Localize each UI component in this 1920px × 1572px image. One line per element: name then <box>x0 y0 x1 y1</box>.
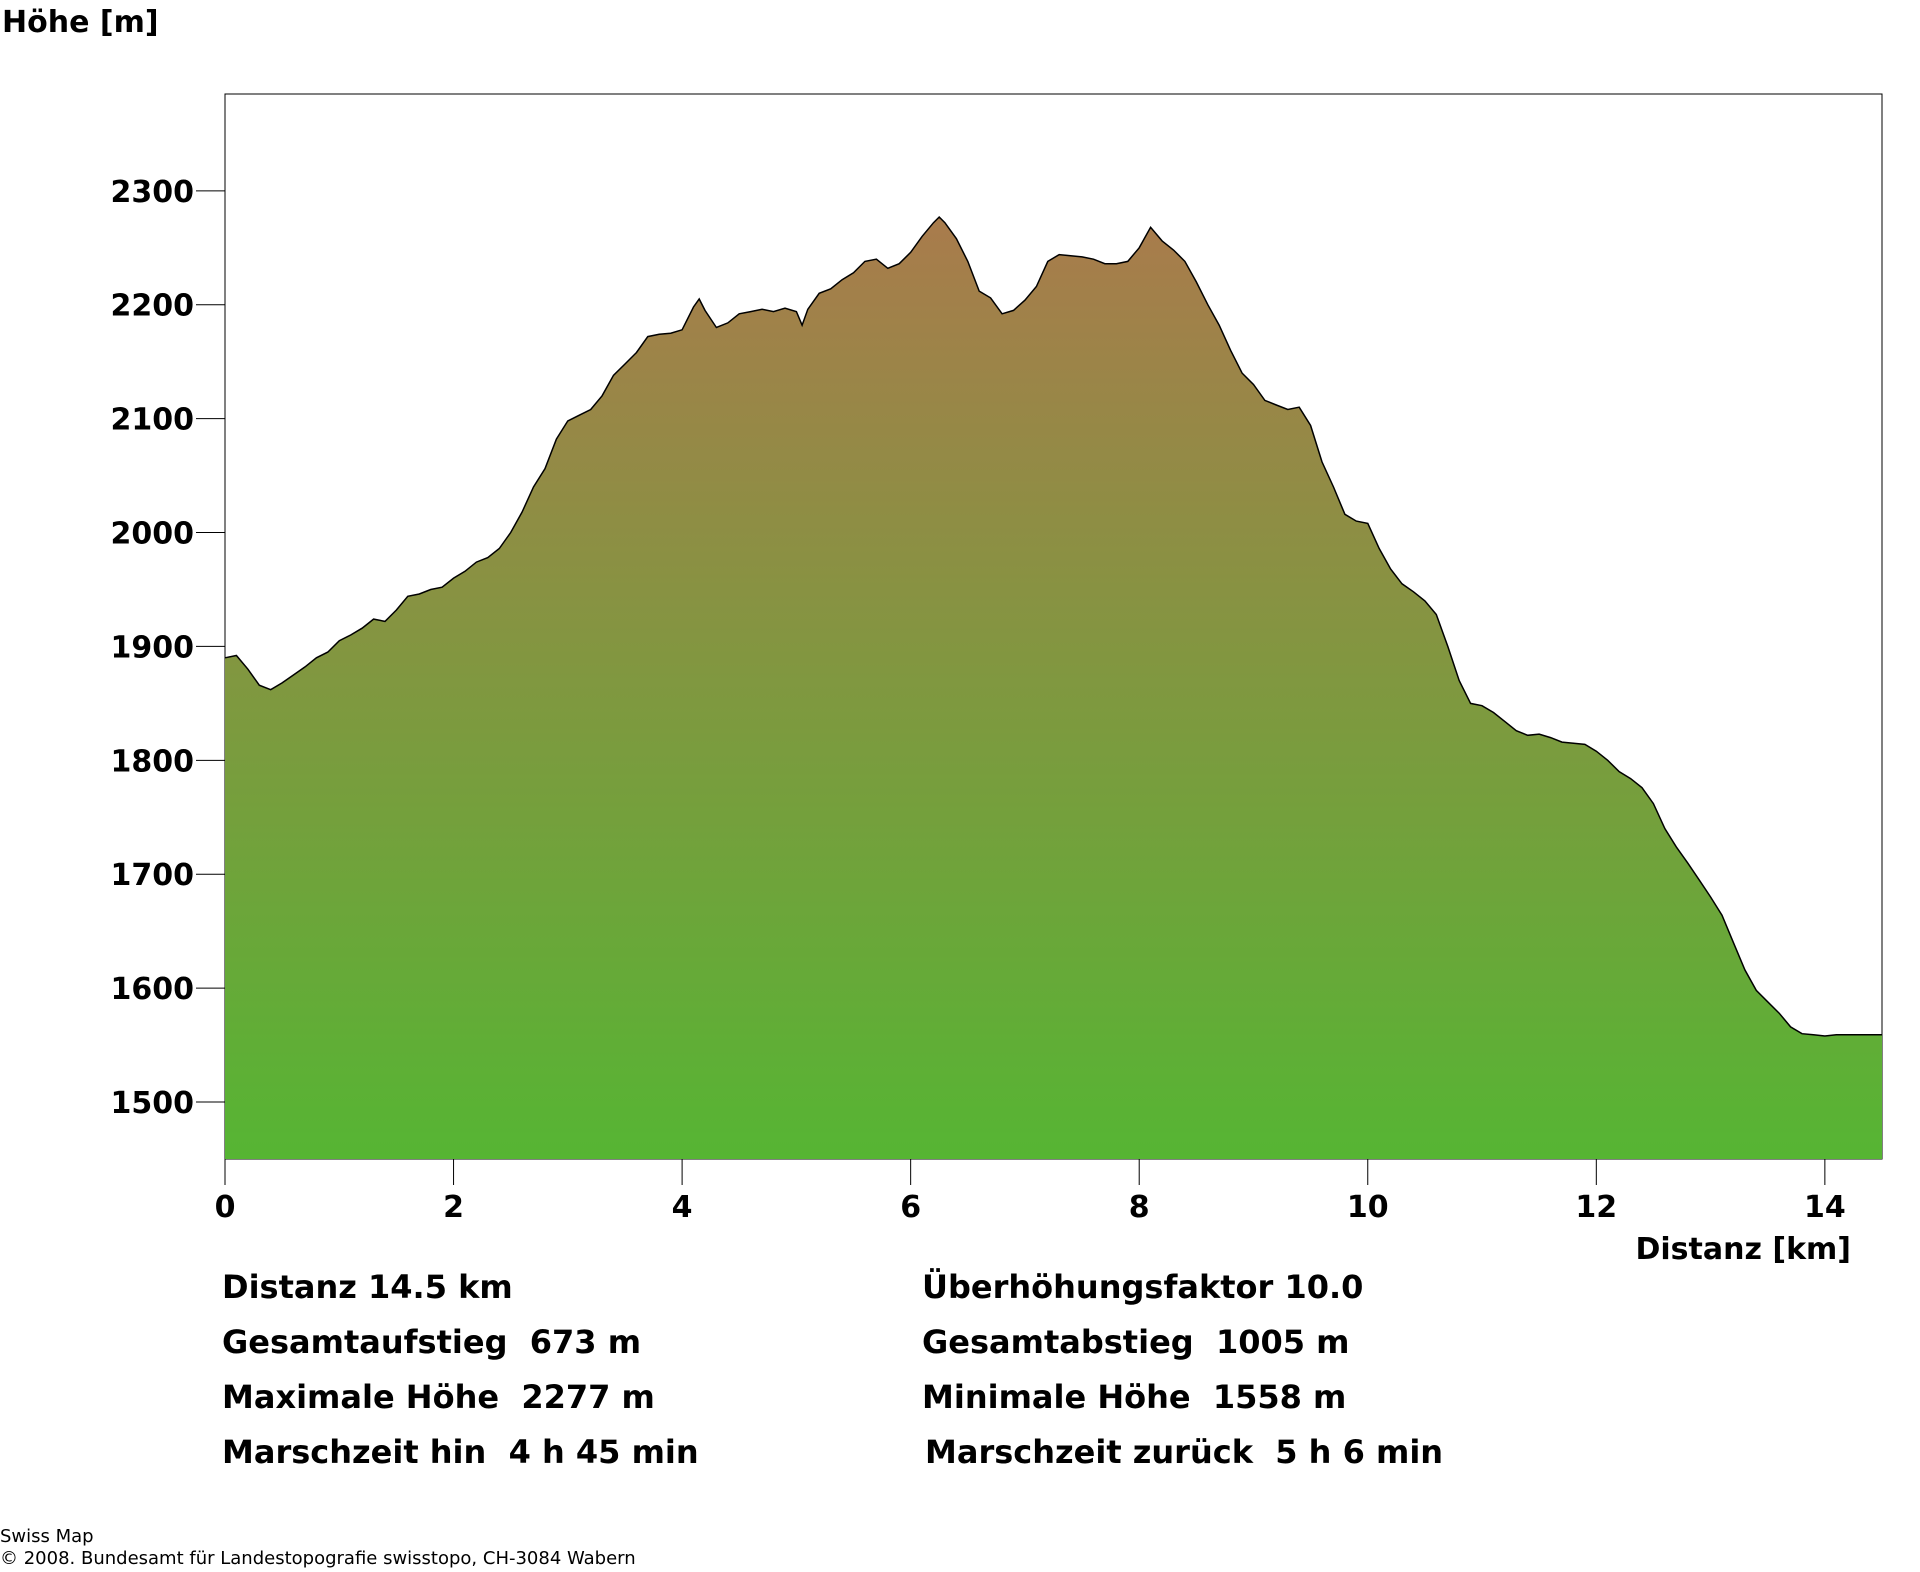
elevation-profile-chart: 1500 1600 1700 1800 1900 2000 2100 2200 2300 0 2 4… <box>2 5 1883 1267</box>
y-tick-label: 1500 <box>111 1086 195 1121</box>
footer-copyright: © 2008. Bundesamt für Landestopografie s… <box>0 1548 636 1569</box>
stat-maximale-hoehe: Maximale Höhe 2277 m <box>222 1378 655 1416</box>
x-tick-label: 4 <box>672 1190 693 1225</box>
stat-distanz: Distanz 14.5 km <box>222 1268 513 1306</box>
stat-minimale-hoehe: Minimale Höhe 1558 m <box>922 1378 1347 1416</box>
y-tick-label: 1700 <box>111 858 195 893</box>
y-axis: 1500 1600 1700 1800 1900 2000 2100 2200 2300 <box>111 175 225 1121</box>
y-tick-label: 2000 <box>111 517 195 552</box>
x-tick-label: 12 <box>1575 1190 1617 1225</box>
stat-marschzeit-hin: Marschzeit hin 4 h 45 min <box>222 1433 699 1471</box>
x-tick-label: 8 <box>1129 1190 1150 1225</box>
stat-marschzeit-zurueck: Marschzeit zurück 5 h 6 min <box>925 1433 1444 1471</box>
y-tick-label: 1800 <box>111 744 195 779</box>
stat-ueberhoehungsfaktor: Überhöhungsfaktor 10.0 <box>922 1268 1364 1306</box>
y-tick-label: 2100 <box>111 403 195 438</box>
x-axis: 0 2 4 6 8 10 12 14 <box>215 1159 1846 1225</box>
y-tick-label: 1900 <box>111 630 195 665</box>
y-tick-label: 2300 <box>111 175 195 210</box>
x-tick-label: 6 <box>900 1190 921 1225</box>
y-tick-label: 1600 <box>111 972 195 1007</box>
elevation-profile-line <box>224 215 1882 1037</box>
footer-swiss-map: Swiss Map <box>0 1526 94 1547</box>
y-tick-label: 2200 <box>111 289 195 324</box>
elevation-area <box>225 217 1882 1159</box>
y-axis-title: Höhe [m] <box>2 5 159 40</box>
x-tick-label: 10 <box>1347 1190 1389 1225</box>
x-tick-label: 14 <box>1804 1190 1846 1225</box>
x-tick-label: 0 <box>215 1190 236 1225</box>
x-axis-title: Distanz [km] <box>1635 1232 1851 1267</box>
stat-gesamtaufstieg: Gesamtaufstieg 673 m <box>222 1323 642 1361</box>
stat-gesamtabstieg: Gesamtabstieg 1005 m <box>922 1323 1350 1361</box>
x-tick-label: 2 <box>443 1190 464 1225</box>
